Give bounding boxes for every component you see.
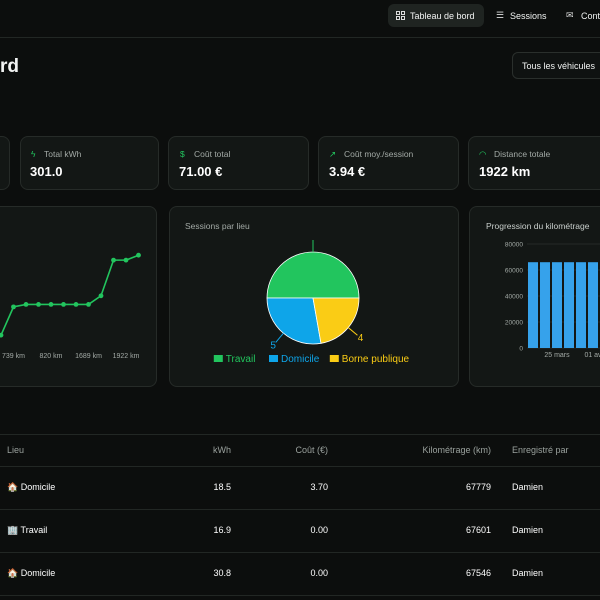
column-header: Kilométrage (km)	[391, 445, 491, 455]
table-cell: 🏢 Travail	[7, 525, 47, 536]
stat-card	[0, 136, 10, 190]
row-separator	[0, 466, 600, 467]
icon	[396, 11, 405, 20]
nav-item[interactable]: Tableau de bord	[410, 11, 475, 21]
icon: ☰	[496, 10, 504, 21]
column-header: kWh	[180, 445, 231, 455]
table-cell: 0.00	[228, 568, 328, 578]
stat-card: ↗ Coût moy./session 3.94 €	[318, 136, 459, 190]
stat-label: Distance totale	[494, 149, 550, 159]
nav-bar: Tableau de bord ☰ Sessions ✉ Cont	[0, 0, 600, 38]
table-cell: 🏠 Domicile	[7, 482, 55, 493]
table-cell: 18.5	[131, 482, 231, 492]
stat-label: Total kWh	[44, 149, 81, 159]
stat-value: 1922 km	[479, 164, 530, 179]
chart-card	[469, 206, 600, 387]
chart-card	[0, 206, 157, 387]
table-border	[0, 434, 600, 435]
table-cell: 67546	[391, 568, 491, 578]
row-separator	[0, 595, 600, 596]
icon: ◠	[479, 149, 486, 160]
stat-label: Coût moy./session	[344, 149, 413, 159]
stat-label: Coût total	[194, 149, 230, 159]
table-cell: 67601	[391, 525, 491, 535]
table-cell: Damien	[512, 525, 543, 535]
table-cell: 0.00	[228, 525, 328, 535]
table-cell: Damien	[512, 568, 543, 578]
nav-item[interactable]: Sessions	[510, 11, 547, 21]
table-cell: 67779	[391, 482, 491, 492]
table-cell: 16.9	[131, 525, 231, 535]
row-separator	[0, 552, 600, 553]
row-separator	[0, 509, 600, 510]
icon: ϟ	[31, 149, 36, 159]
column-header: Coût (€)	[268, 445, 328, 455]
stat-card: $ Coût total 71.00 €	[168, 136, 309, 190]
vehicle-select[interactable]: Tous les véhicules	[512, 52, 600, 79]
nav-item[interactable]: Cont	[581, 11, 600, 21]
icon: ↗	[329, 149, 336, 160]
page-title: rd	[0, 56, 19, 78]
table-cell: 3.70	[228, 482, 328, 492]
table-cell: 🏠 Domicile	[7, 568, 55, 579]
stat-value: 3.94 €	[329, 164, 365, 179]
table-cell: 30.8	[131, 568, 231, 578]
stat-value: 301.0	[30, 164, 63, 179]
stat-card: ϟ Total kWh 301.0	[20, 136, 159, 190]
column-header: Enregistré par	[512, 445, 569, 455]
column-header: Lieu	[7, 445, 24, 455]
icon: $	[180, 149, 185, 159]
table-cell: Damien	[512, 482, 543, 492]
stat-value: 71.00 €	[179, 164, 222, 179]
stat-card: ◠ Distance totale 1922 km	[468, 136, 600, 190]
icon: ✉	[566, 10, 574, 21]
select-label: Tous les véhicules	[522, 61, 595, 71]
chart-card	[169, 206, 459, 387]
